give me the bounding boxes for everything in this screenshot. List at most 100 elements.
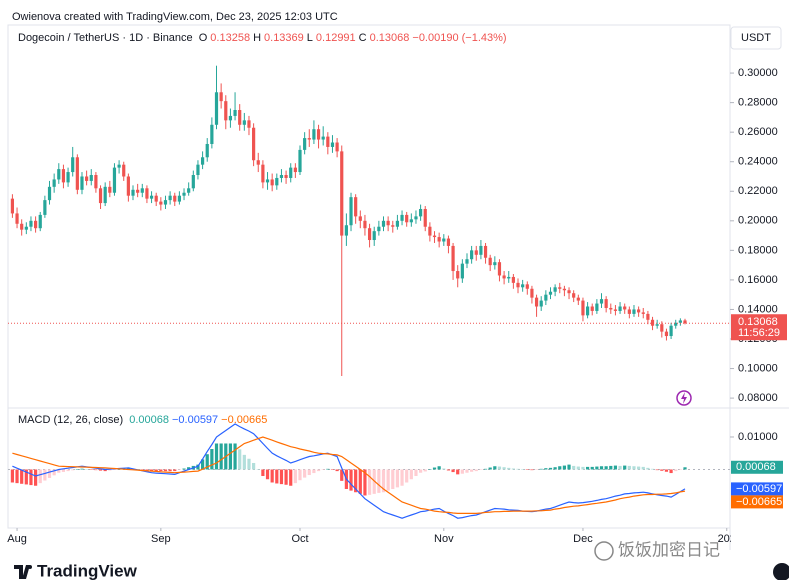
candle-body xyxy=(599,299,604,304)
histogram-bar xyxy=(521,469,525,470)
candle-body xyxy=(117,164,121,168)
candle-body xyxy=(210,124,214,144)
histogram-bar xyxy=(618,465,622,470)
candle-body xyxy=(590,306,594,311)
candle-body xyxy=(187,188,191,193)
histogram-bar xyxy=(367,469,372,495)
candle-body xyxy=(548,291,553,295)
candle-body xyxy=(284,175,288,178)
histogram-bar xyxy=(284,469,288,485)
histogram-bar xyxy=(609,465,613,470)
candle-body xyxy=(140,188,144,193)
candle-body xyxy=(191,175,195,189)
candle-body xyxy=(330,142,335,147)
histogram-bar xyxy=(307,469,311,476)
candle-body xyxy=(182,192,186,196)
histogram-bar xyxy=(581,466,585,470)
attribution: Owienova created with TradingView.com, D… xyxy=(12,11,338,23)
histogram-bar xyxy=(646,467,650,470)
candle-body xyxy=(623,306,627,310)
candle-body xyxy=(293,167,297,173)
candle-body xyxy=(460,263,464,279)
candle-body xyxy=(298,149,302,173)
candle-body xyxy=(126,176,130,196)
histogram-bar xyxy=(391,469,395,489)
candle-body xyxy=(358,216,362,221)
candle-body xyxy=(493,262,497,266)
candle-body xyxy=(112,167,117,193)
candle-body xyxy=(154,195,158,202)
ohlc-value: 0.13068 xyxy=(369,32,410,44)
histogram-bar xyxy=(678,469,682,470)
candle-body xyxy=(242,120,246,125)
candle-body xyxy=(224,101,228,121)
axis-cover xyxy=(731,529,789,549)
candle-body xyxy=(530,288,534,298)
histogram-bar xyxy=(456,469,460,475)
candle-body xyxy=(613,309,618,311)
histogram-bar xyxy=(33,469,38,486)
candle-body xyxy=(168,195,172,201)
candle-body xyxy=(470,250,474,260)
histogram-bar xyxy=(516,468,520,470)
candle-body xyxy=(367,228,372,241)
histogram-bar xyxy=(428,469,432,470)
histogram-bar xyxy=(108,469,112,471)
candle-body xyxy=(344,225,348,236)
histogram-bar xyxy=(145,469,149,471)
ohlc-letter: O xyxy=(198,32,208,44)
legend-value: −0.00665 xyxy=(221,414,268,426)
histogram-bar xyxy=(488,467,492,470)
histogram-bar xyxy=(177,469,181,470)
histogram-bar xyxy=(613,465,618,470)
candle-body xyxy=(521,284,525,288)
candle-body xyxy=(395,220,400,227)
candle-body xyxy=(585,306,590,316)
candle-body xyxy=(252,127,256,161)
histogram-bar xyxy=(252,462,256,470)
histogram-bar xyxy=(228,443,233,470)
candle-body xyxy=(205,143,209,158)
candle-body xyxy=(173,195,177,202)
histogram-bar xyxy=(312,469,316,474)
histogram-bar xyxy=(316,469,321,472)
candle-body xyxy=(163,200,168,205)
histogram-bar xyxy=(637,466,641,470)
histogram-bar xyxy=(525,469,529,470)
ohlc-letter: H xyxy=(253,32,262,44)
candle-body xyxy=(38,214,42,229)
candle-body xyxy=(98,188,103,204)
histogram-bar xyxy=(451,469,455,473)
candle-body xyxy=(502,275,506,279)
histogram-bar xyxy=(669,469,673,474)
candle-body xyxy=(363,220,367,229)
y-tick-label: 0.18000 xyxy=(738,244,778,256)
candle-body xyxy=(650,319,655,326)
candle-body xyxy=(674,322,678,326)
alert-icon[interactable] xyxy=(676,390,692,406)
value-badge xyxy=(731,482,783,496)
x-tick-label: Oct xyxy=(291,533,308,545)
histogram-bar xyxy=(247,458,251,470)
histogram-bar xyxy=(432,467,437,470)
value-badge-text: −0.00597 xyxy=(736,483,782,495)
last-price-badge xyxy=(731,314,787,341)
value-badge xyxy=(731,495,783,509)
histogram-bar xyxy=(75,469,79,470)
histogram-bar xyxy=(71,469,75,471)
candle-body xyxy=(261,164,265,183)
histogram-bar xyxy=(15,469,19,484)
histogram-bar xyxy=(20,469,24,484)
candle-body xyxy=(94,175,98,189)
candle-body xyxy=(312,129,316,140)
histogram-bar xyxy=(405,469,409,483)
histogram-bar xyxy=(460,469,464,474)
histogram-bar xyxy=(159,469,163,472)
candle-body xyxy=(219,92,223,102)
change: −0.00190 (−1.43%) xyxy=(412,32,507,44)
histogram-bar xyxy=(623,465,627,470)
y-tick-label: 0.01000 xyxy=(738,431,778,443)
histogram-bar xyxy=(298,469,302,481)
histogram-bar xyxy=(149,469,154,472)
